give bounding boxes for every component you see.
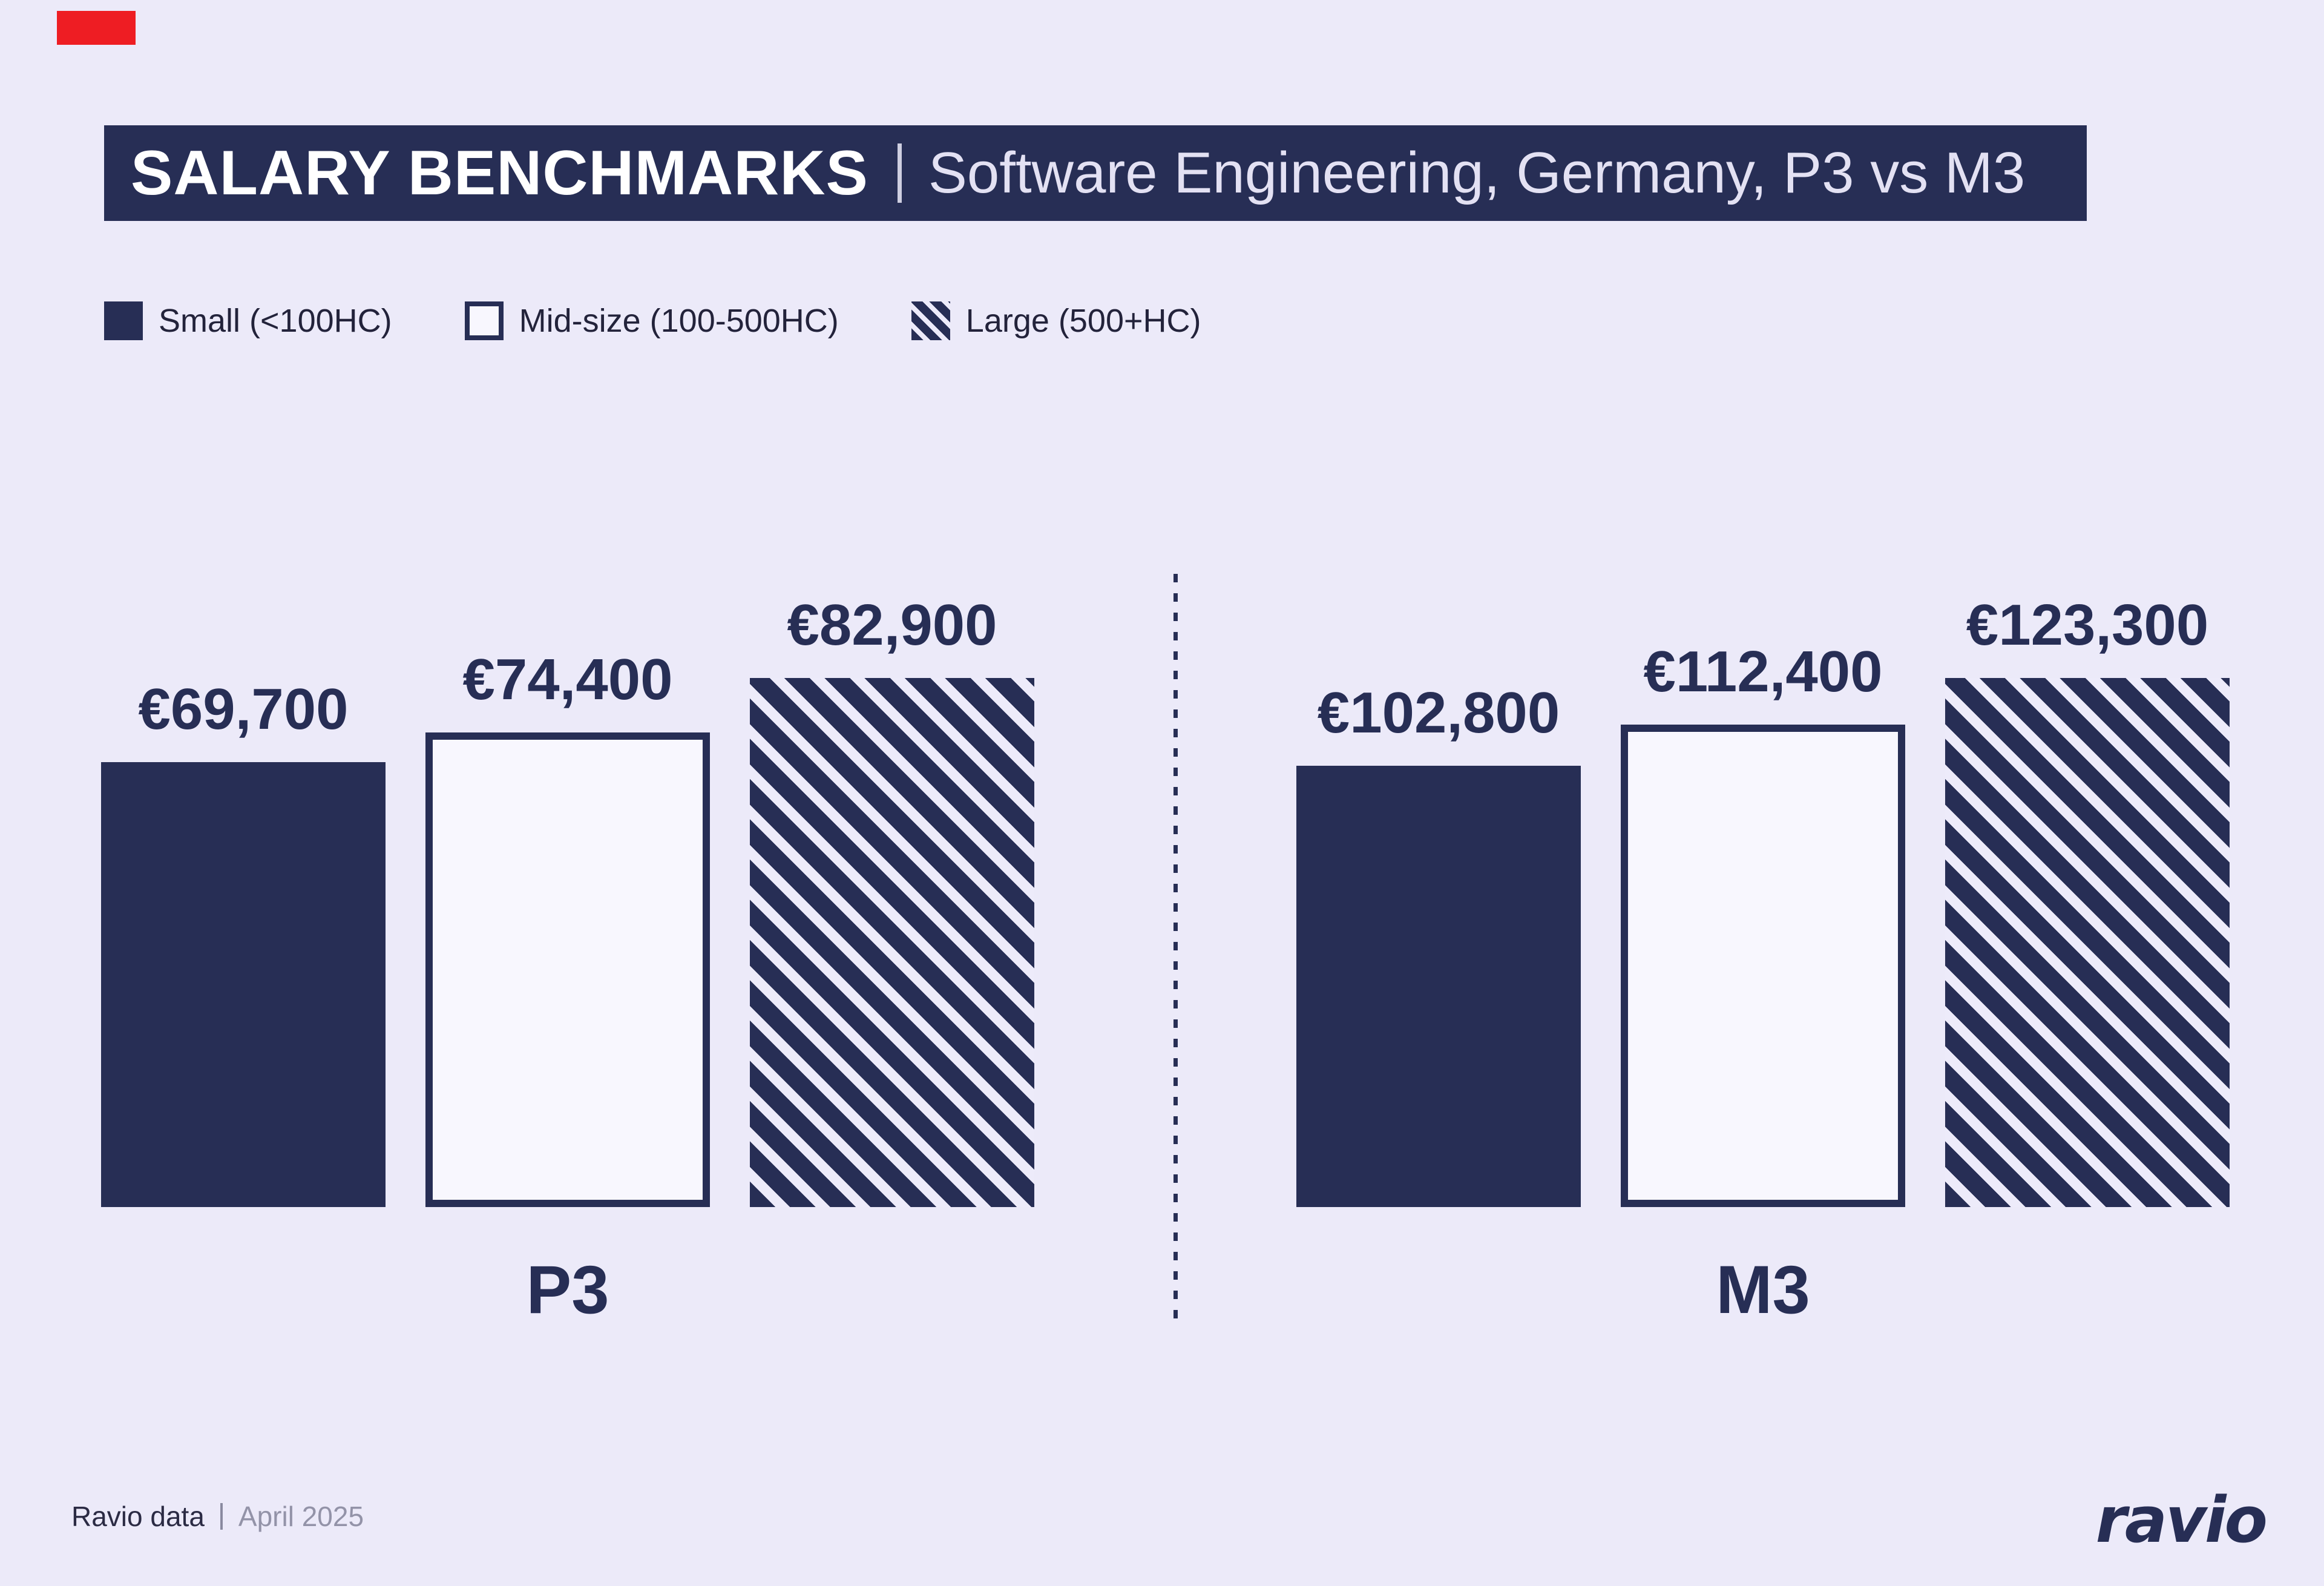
page-title: SALARY BENCHMARKS [131, 137, 868, 208]
legend-swatch-outline [464, 301, 504, 340]
bar-small-p3 [101, 762, 386, 1207]
bar-large-p3 [750, 678, 1034, 1207]
bar-large-m3 [1945, 678, 2230, 1207]
bar-cell: €123,300 [1945, 593, 2230, 1207]
bar-cell: €74,400 [425, 648, 710, 1207]
bar-cell: €69,700 [101, 677, 386, 1207]
footer-divider [220, 1503, 223, 1530]
group-divider-dotted [1173, 574, 1178, 1326]
bar-value-label: €123,300 [1966, 593, 2209, 658]
page-subtitle: Software Engineering, Germany, P3 vs M3 [928, 140, 2026, 205]
legend-swatch-solid [104, 301, 143, 340]
legend-swatch-hatch [911, 301, 950, 340]
legend-item-large: Large (500+HC) [911, 301, 1201, 340]
bar-small-m3 [1296, 766, 1581, 1207]
bar-group-m3: €102,800 €112,400 €123,300 [1296, 584, 2230, 1207]
footer-source: Ravio data [71, 1501, 205, 1532]
bar-cell: €112,400 [1621, 640, 1905, 1207]
ravio-logo: ravio [2095, 1483, 2268, 1557]
legend-label-midsize: Mid-size (100-500HC) [519, 303, 839, 339]
bar-value-label: €74,400 [462, 647, 673, 712]
group-label-m3: M3 [1716, 1252, 1810, 1328]
bar-value-label: €112,400 [1643, 639, 1883, 705]
legend-label-large: Large (500+HC) [965, 303, 1201, 339]
bar-value-label: €102,800 [1317, 680, 1560, 746]
bar-group-p3: €69,700 €74,400 €82,900 [101, 584, 1034, 1207]
bar-value-label: €82,900 [787, 593, 997, 658]
footer-date: April 2025 [238, 1501, 364, 1532]
group-label-p3: P3 [526, 1252, 609, 1328]
corner-flag [57, 11, 136, 45]
footer: Ravio data April 2025 [71, 1500, 364, 1533]
bar-cell: €102,800 [1296, 681, 1581, 1207]
legend: Small (<100HC) Mid-size (100-500HC) Larg… [104, 301, 1201, 340]
header-banner: SALARY BENCHMARKS Software Engineering, … [104, 125, 2087, 221]
bar-value-label: €69,700 [138, 677, 349, 742]
bar-midsize-p3 [425, 732, 710, 1207]
header-divider [897, 143, 902, 203]
legend-label-small: Small (<100HC) [159, 303, 392, 339]
bar-cell: €82,900 [750, 593, 1034, 1207]
legend-item-midsize: Mid-size (100-500HC) [464, 301, 839, 340]
legend-item-small: Small (<100HC) [104, 301, 392, 340]
bar-midsize-m3 [1621, 725, 1905, 1207]
